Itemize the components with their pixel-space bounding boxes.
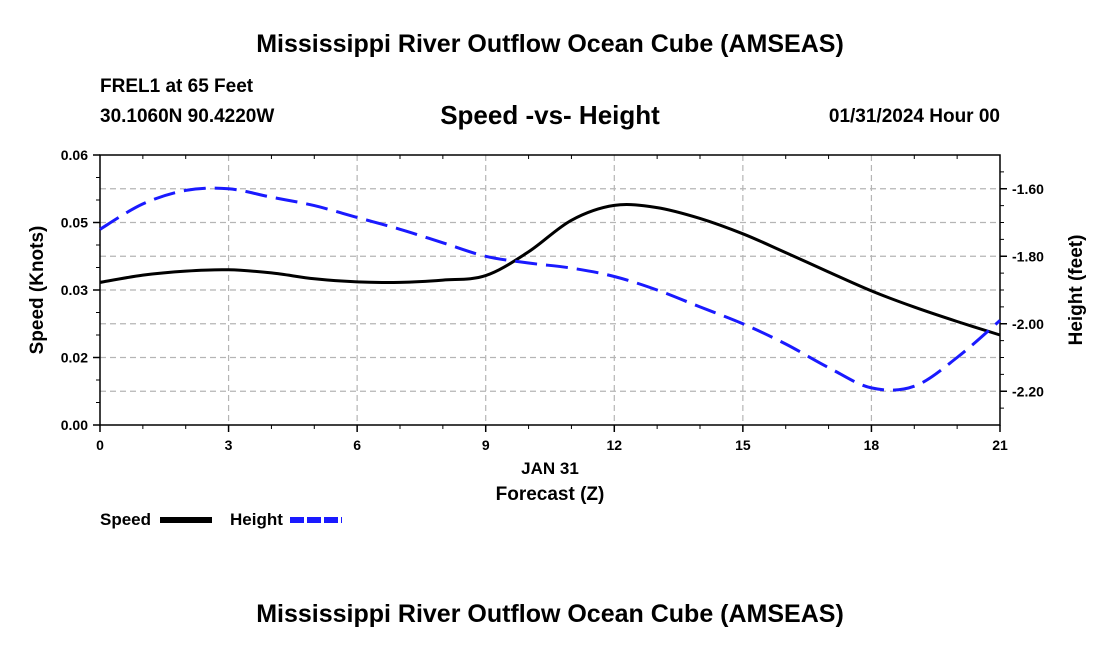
x-axis-ticks: 0 3 6 9 12 15 18 21 (96, 155, 1008, 453)
x-tick-label: 12 (606, 437, 622, 453)
station-label: FREL1 at 65 Feet (100, 76, 254, 97)
x-tick-label: 18 (864, 437, 880, 453)
x-date-label: JAN 31 (521, 459, 579, 478)
grid-lines (100, 155, 1000, 425)
y-tick-label: 0.00 (61, 417, 88, 433)
legend-label-speed: Speed (100, 510, 151, 529)
x-axis-title: Forecast (Z) (496, 484, 605, 505)
y-axis-ticks: 0.00 0.02 0.03 0.05 0.06 (61, 147, 100, 433)
y2-axis-ticks: -1.60 -1.80 -2.00 -2.20 (1000, 171, 1044, 409)
x-tick-label: 0 (96, 437, 104, 453)
series-line-height (99, 186, 1001, 392)
x-tick-label: 15 (735, 437, 751, 453)
y-tick-label: 0.05 (61, 215, 88, 231)
x-tick-label: 9 (482, 437, 490, 453)
chart-title-repeat: Mississippi River Outflow Ocean Cube (AM… (256, 600, 844, 628)
legend: Speed Height (100, 510, 342, 529)
y2-tick-label: -2.20 (1012, 383, 1044, 399)
x-tick-label: 21 (992, 437, 1008, 453)
series-line-speed (99, 203, 1001, 337)
y-tick-label: 0.06 (61, 147, 88, 163)
legend-label-height: Height (230, 510, 283, 529)
chart-subtitle: Speed -vs- Height (440, 100, 660, 130)
chart-title: Mississippi River Outflow Ocean Cube (AM… (256, 30, 844, 58)
y2-axis-title: Height (feet) (1066, 235, 1087, 346)
coordinates-label: 30.1060N 90.4220W (100, 106, 275, 127)
datetime-label: 01/31/2024 Hour 00 (828, 106, 1000, 127)
y2-tick-label: -1.80 (1012, 248, 1044, 264)
y2-tick-label: -2.00 (1012, 316, 1044, 332)
y2-tick-label: -1.60 (1012, 181, 1044, 197)
y-tick-label: 0.02 (61, 350, 88, 366)
x-tick-label: 3 (225, 437, 233, 453)
x-tick-label: 6 (353, 437, 361, 453)
series-lines (99, 186, 1001, 392)
y-axis-title: Speed (Knots) (27, 226, 48, 355)
y-tick-label: 0.03 (61, 282, 88, 298)
